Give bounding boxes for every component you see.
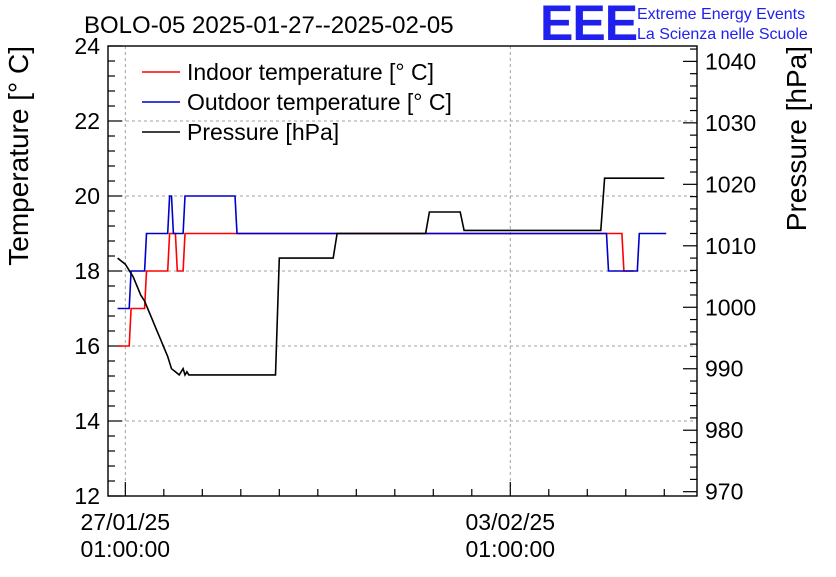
series-outdoor-temperature [117, 195, 667, 310]
series-indoor-temperature [117, 232, 634, 347]
x-tick-label-date: 03/02/25 [466, 509, 556, 535]
x-tick-label-time: 01:00:00 [466, 536, 556, 562]
y-tick-label: 22 [74, 108, 100, 134]
legend: Indoor temperature [° C] Outdoor tempera… [142, 59, 452, 145]
y2-tick-label: 1030 [705, 110, 756, 136]
tick-labels: 12 14 16 18 20 22 24 970 980 990 1000 1010 1020 1030 1… [74, 33, 756, 562]
eee-logo-line2: La Scienza nelle Scuole [637, 26, 808, 43]
chart-title: BOLO-05 2025-01-27--2025-02-05 [84, 12, 454, 39]
y2-tick-label: 1040 [705, 48, 756, 74]
legend-label-outdoor: Outdoor temperature [° C] [187, 89, 452, 115]
y-tick-label: 18 [74, 258, 100, 284]
legend-label-indoor: Indoor temperature [° C] [187, 59, 434, 85]
x-tick-label-date: 27/01/25 [81, 509, 171, 535]
eee-logo-mark: EEE [540, 0, 637, 51]
legend-label-pressure: Pressure [hPa] [187, 119, 339, 145]
y-tick-label: 24 [74, 33, 100, 59]
y-tick-label: 20 [74, 183, 100, 209]
y2-tick-label: 1020 [705, 171, 756, 197]
y2-axis-label: Pressure [hPa] [781, 46, 812, 231]
eee-logo-line1: Extreme Energy Events [637, 6, 805, 23]
series-pressure [117, 177, 665, 377]
y-axis-label: Temperature [° C] [3, 46, 34, 266]
y2-tick-label: 980 [705, 417, 743, 443]
y2-tick-label: 990 [705, 356, 743, 382]
axis-ticks [108, 45, 697, 497]
y-tick-label: 14 [74, 408, 100, 434]
y2-tick-label: 1000 [705, 294, 756, 320]
y2-tick-label: 970 [705, 479, 743, 505]
x-tick-label-time: 01:00:00 [81, 536, 171, 562]
y-tick-label: 16 [74, 333, 100, 359]
series-lines [117, 177, 667, 377]
y-tick-label: 12 [74, 483, 100, 509]
y2-tick-label: 1010 [705, 233, 756, 259]
